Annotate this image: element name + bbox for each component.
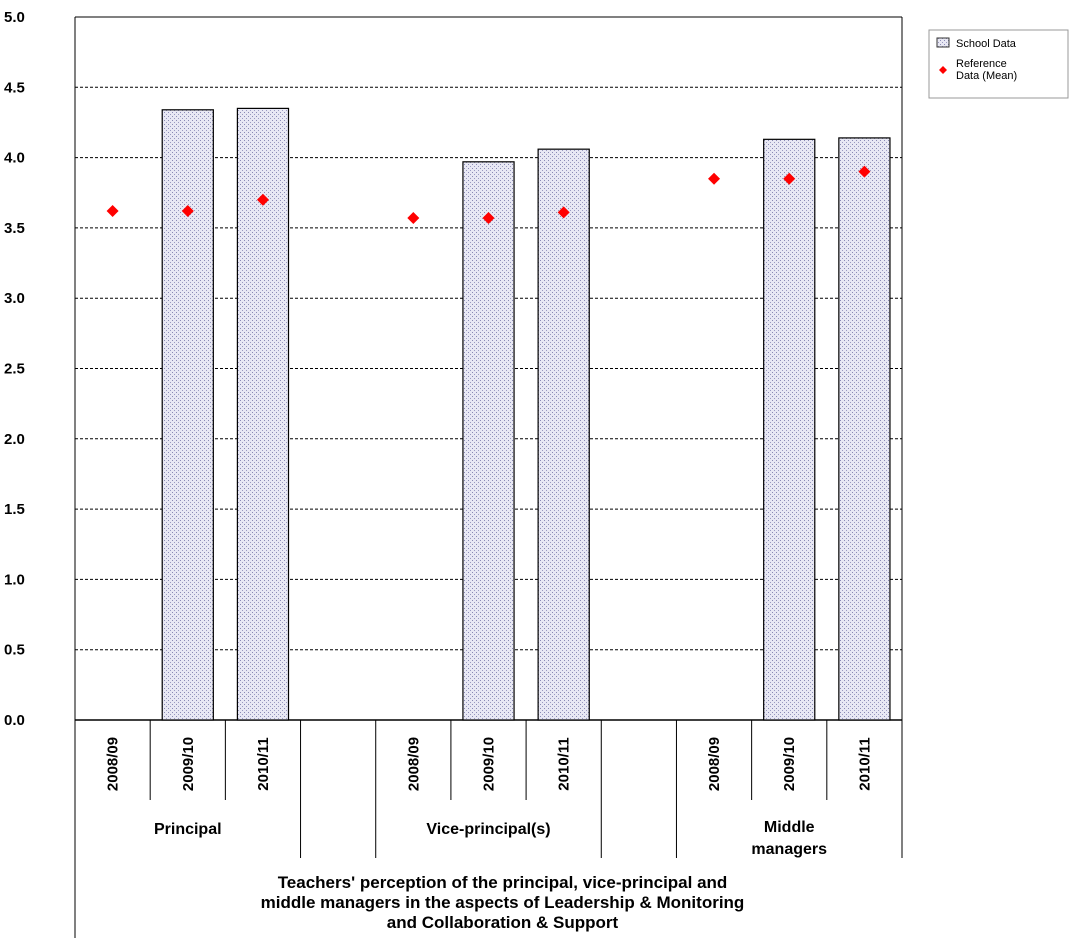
reference-mean-marker bbox=[783, 172, 796, 185]
y-tick-label: 3.5 bbox=[4, 220, 25, 237]
y-tick-label: 3.0 bbox=[4, 290, 25, 307]
x-category-label: 2009/10 bbox=[180, 737, 197, 791]
school-data-bar bbox=[838, 137, 891, 721]
x-category-label: 2009/10 bbox=[481, 737, 498, 791]
x-category-label: 2010/11 bbox=[556, 737, 573, 790]
y-tick-label: 4.5 bbox=[4, 79, 25, 96]
group-label: Middle bbox=[764, 819, 815, 836]
group-label: Principal bbox=[154, 821, 222, 838]
reference-mean-marker bbox=[708, 172, 721, 185]
school-data-bar bbox=[537, 148, 590, 721]
legend-label-reference-data: Data (Mean) bbox=[956, 70, 1017, 82]
reference-mean-marker bbox=[407, 212, 420, 225]
legend-swatch-school-data bbox=[936, 37, 950, 48]
x-category-label: 2010/11 bbox=[255, 737, 272, 790]
school-data-bar bbox=[763, 138, 816, 721]
x-axis-title: Teachers' perception of the principal, v… bbox=[278, 873, 728, 892]
y-tick-label: 2.5 bbox=[4, 361, 25, 378]
legend-label-reference-data: Reference bbox=[956, 58, 1007, 70]
y-tick-label: 1.0 bbox=[4, 571, 25, 588]
legend-label-school-data: School Data bbox=[956, 38, 1017, 50]
reference-mean-marker bbox=[256, 193, 269, 206]
y-tick-label: 1.5 bbox=[4, 501, 25, 518]
x-axis-title: middle managers in the aspects of Leader… bbox=[261, 893, 745, 912]
y-tick-label: 0.0 bbox=[4, 712, 25, 729]
legend-swatch-reference-data bbox=[939, 66, 947, 74]
y-tick-label: 4.0 bbox=[4, 150, 25, 167]
x-category-label: 2008/09 bbox=[706, 737, 723, 791]
x-axis-title: and Collaboration & Support bbox=[387, 913, 619, 932]
x-category-label: 2008/09 bbox=[405, 737, 422, 791]
y-tick-label: 5.0 bbox=[4, 9, 25, 26]
reference-mean-marker bbox=[858, 165, 871, 178]
school-data-bar bbox=[462, 161, 515, 721]
group-label: Vice-principal(s) bbox=[426, 821, 550, 838]
reference-mean-marker bbox=[482, 212, 495, 225]
school-data-bar bbox=[236, 107, 290, 721]
y-tick-label: 0.5 bbox=[4, 642, 25, 659]
reference-mean-marker bbox=[181, 205, 194, 218]
reference-mean-marker bbox=[557, 206, 570, 219]
y-tick-label: 2.0 bbox=[4, 431, 25, 448]
school-data-bar bbox=[161, 109, 214, 721]
x-category-label: 2010/11 bbox=[856, 737, 873, 790]
group-label: managers bbox=[751, 841, 827, 858]
reference-mean-marker bbox=[106, 205, 119, 218]
x-category-label: 2009/10 bbox=[781, 737, 798, 791]
legend-box bbox=[928, 29, 1069, 99]
x-category-label: 2008/09 bbox=[105, 737, 122, 791]
plot-area: 0.0 0.5 1.0 1.5 2.0 2.5 3.0 3.5 4.0 4.5 5.0 2008/09… bbox=[4, 9, 903, 938]
